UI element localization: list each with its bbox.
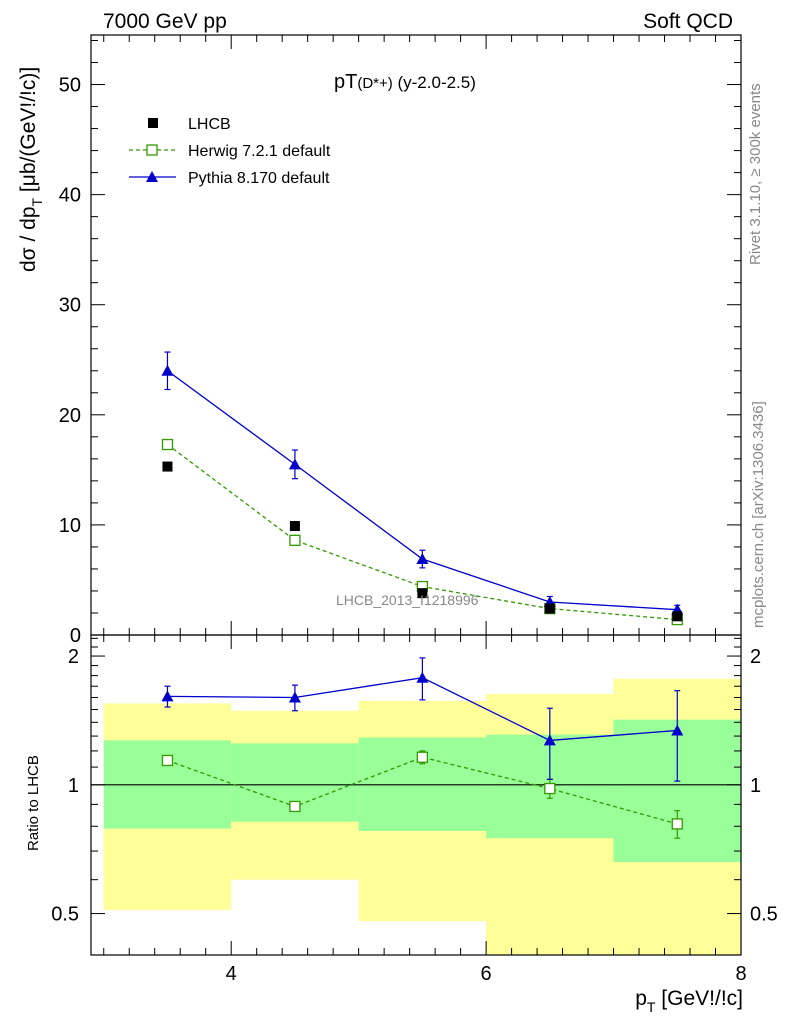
legend-label-pythia: Pythia 8.170 default [188, 170, 330, 187]
main-point-herwig [161, 438, 174, 451]
main-point-data [417, 588, 428, 599]
legend: LHCB Herwig 7.2.1 default Pythia 8.170 d… [129, 116, 331, 187]
main-point-pythia [161, 364, 174, 376]
ratio-point-pythia [416, 671, 429, 683]
plot-title-sub: (D*+) [357, 75, 392, 92]
main-ylabel-a: dσ / dp [17, 206, 40, 272]
main-y-tick-label: 0 [70, 625, 81, 647]
ratio-y-tick-label-left: 1 [68, 775, 79, 797]
plot-title: pT(D*+) (y-2.0-2.5) [334, 71, 476, 93]
x-tick-label: 4 [226, 963, 237, 985]
ratio-point-herwig [289, 800, 301, 813]
ratio-point-herwig [416, 751, 429, 763]
x-tick-label: 6 [481, 963, 492, 985]
plot-title-base: pT [334, 71, 357, 93]
main-y-tick-label: 50 [59, 75, 81, 97]
header-right: Soft QCD [643, 10, 733, 33]
main-plot-marks [161, 351, 684, 626]
main-ylabel-sub: T [29, 197, 45, 206]
watermark: LHCB_2013_I1218996 [336, 592, 479, 608]
ratio-point-herwig [671, 818, 683, 830]
main-y-tick-label: 40 [59, 185, 81, 207]
ratio-point-pythia [671, 724, 684, 736]
ratio-ylabel: Ratio to LHCB [25, 755, 42, 851]
legend-marker-herwig [146, 144, 158, 156]
ratio-point-herwig [544, 782, 556, 795]
legend-marker-pythia [146, 171, 158, 182]
xlabel: pT [GeV!/!c] [635, 987, 743, 1015]
main-point-herwig [289, 534, 301, 546]
main-y-tick-label: 10 [59, 515, 81, 537]
ratio-point-pythia [543, 734, 556, 746]
legend-label-herwig: Herwig 7.2.1 default [188, 143, 331, 160]
xlabel-a: p [635, 987, 647, 1010]
side-label-rivet: Rivet 3.1.10, ≥ 300k events [747, 83, 764, 265]
main-point-pythia [288, 458, 301, 470]
main-y-tick-label: 20 [59, 405, 81, 427]
ratio-point-pythia [288, 691, 301, 703]
ratio-plot-marks [161, 657, 684, 839]
ratio-y-tick-label-left: 0.5 [51, 904, 79, 926]
main-ylabel-b: [μb/(GeV!/!c)] [17, 67, 40, 198]
ratio-y-tick-label-right: 1 [750, 775, 761, 797]
ratio-y-tick-label-right: 2 [750, 646, 761, 668]
header-left: 7000 GeV pp [103, 10, 227, 33]
ratio-y-tick-label-left: 2 [68, 646, 79, 668]
main-point-pythia [416, 553, 429, 565]
main-point-data [289, 521, 300, 532]
ratio-uncertainty-bands [103, 678, 741, 955]
main-plot-axes: 0 10 20 30 40 50 [59, 34, 742, 647]
ratio-frame [90, 634, 742, 956]
x-tick-label: 8 [735, 963, 746, 985]
plot-title-rest: (y-2.0-2.5) [393, 73, 476, 92]
main-point-data [672, 611, 683, 622]
main-y-tick-label: 30 [59, 295, 81, 317]
main-ylabel: dσ / dpT [μb/(GeV!/!c)] [17, 67, 45, 272]
legend-marker-lhcb [148, 118, 158, 128]
main-point-data [544, 603, 555, 614]
xlabel-b: [GeV!/!c] [655, 987, 743, 1010]
ratio-plot-axes: 0.5 0.5 1 1 2 2 4 6 8 [51, 634, 778, 985]
xlabel-sub: T [647, 999, 656, 1015]
side-label-mcplots: mcplots.cern.ch [arXiv:1306.3436] [750, 401, 767, 628]
main-point-data [162, 461, 173, 472]
ratio-point-pythia [161, 690, 174, 702]
ratio-point-herwig [161, 754, 174, 767]
ratio-y-tick-label-right: 0.5 [750, 904, 778, 926]
legend-label-lhcb: LHCB [188, 116, 231, 133]
main-line-pythia [167, 370, 678, 611]
